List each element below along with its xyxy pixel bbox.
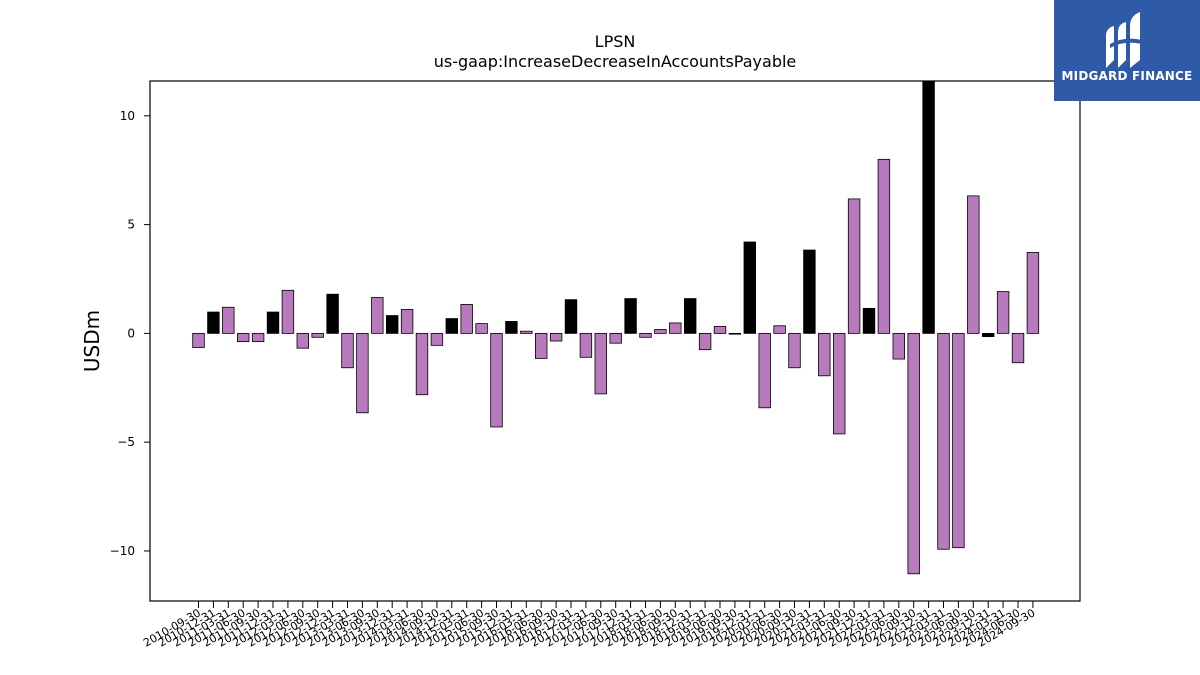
bar-2020-09-30 (788, 332, 801, 369)
bar-2014-12-31 (445, 318, 459, 334)
bar-2010-09-30 (192, 332, 205, 348)
bar-2017-12-31 (624, 298, 637, 334)
bar-2023-03-31 (937, 332, 950, 550)
bar-2020-03-31 (758, 332, 771, 409)
bar-2024-03-31 (996, 291, 1010, 334)
y-tick-label: 0 (127, 326, 135, 340)
bar-2019-12-31 (743, 241, 757, 334)
bar-2011-03-31 (222, 306, 235, 334)
bar-2021-09-30 (847, 198, 861, 334)
bar-2022-12-31 (922, 80, 935, 334)
bar-2016-12-31 (564, 299, 578, 334)
bar-2023-09-30 (967, 195, 980, 334)
y-axis-label: USDm (80, 310, 104, 372)
bar-2016-06-30 (535, 332, 548, 359)
bar-2013-06-30 (356, 332, 369, 414)
y-tick-label: −5 (117, 435, 135, 449)
bar-2012-12-31 (326, 293, 339, 334)
bars-group (192, 80, 1040, 575)
chart-subtitle: us-gaap:IncreaseDecreaseInAccountsPayabl… (433, 52, 797, 71)
bar-2018-03-31 (639, 332, 652, 338)
bar-2021-12-31 (862, 307, 876, 334)
bar-2016-03-31 (520, 330, 533, 334)
bar-2023-06-30 (952, 332, 965, 549)
bar-2022-06-30 (892, 332, 906, 360)
plot-frame (149, 80, 1081, 602)
x-axis: 2010-09-302010-12-312011-03-312011-06-30… (141, 601, 1037, 650)
bar-2022-09-30 (907, 332, 920, 575)
bar-2013-09-30 (371, 297, 384, 334)
logo-mark-icon (1106, 12, 1142, 68)
y-axis: −10 −5 0 5 10 (110, 109, 150, 558)
y-tick-label: 10 (120, 109, 135, 123)
y-tick-label: 5 (127, 218, 135, 232)
bar-2020-12-31 (803, 249, 816, 334)
bar-2019-03-31 (698, 332, 712, 351)
bar-2018-09-30 (669, 322, 682, 334)
bar-2012-06-30 (296, 332, 310, 349)
logo-text: MIDGARD FINANCE (1061, 69, 1193, 83)
bar-2022-03-31 (877, 158, 891, 334)
bar-2015-09-30 (490, 332, 503, 428)
bar-2024-06-30 (1011, 332, 1025, 364)
bar-2019-06-30 (713, 326, 727, 334)
bar-2010-12-31 (207, 311, 220, 334)
bar-2015-03-31 (460, 304, 473, 334)
bar-2018-12-31 (684, 298, 697, 334)
bar-2019-09-30 (728, 332, 742, 335)
bar-2013-03-31 (341, 332, 354, 369)
bar-2017-06-30 (594, 332, 608, 395)
bar-2014-09-30 (430, 332, 444, 346)
midgard-finance-logo: MIDGARD FINANCE (1054, 0, 1200, 101)
bar-2021-03-31 (818, 332, 831, 377)
bar-2023-12-31 (982, 332, 995, 338)
bar-2012-03-31 (281, 289, 295, 334)
bar-2015-06-30 (475, 323, 488, 334)
bar-2014-03-31 (400, 309, 414, 334)
bar-2011-12-31 (266, 311, 280, 334)
bar-2014-06-30 (415, 332, 429, 396)
bar-2016-09-30 (549, 332, 563, 342)
bar-2012-09-30 (311, 332, 324, 338)
bar-2015-12-31 (505, 321, 518, 334)
y-tick-label: −10 (110, 544, 135, 558)
bar-2021-06-30 (833, 332, 846, 435)
bar-2011-09-30 (251, 332, 265, 343)
bar-2017-09-30 (609, 332, 622, 344)
bar-2017-03-31 (579, 332, 593, 358)
bar-2013-12-31 (385, 315, 399, 334)
bar-2020-06-30 (773, 325, 786, 334)
bar-2024-09-30 (1026, 252, 1040, 334)
bar-2018-06-30 (654, 329, 667, 334)
chart-title: LPSN (594, 32, 636, 51)
bar-2011-06-30 (236, 332, 250, 343)
